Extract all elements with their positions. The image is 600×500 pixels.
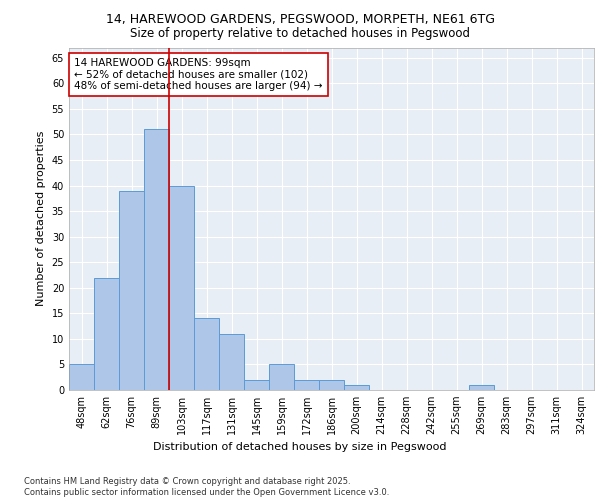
- Bar: [219, 334, 244, 390]
- Bar: [319, 380, 344, 390]
- Bar: [94, 278, 119, 390]
- Bar: [119, 190, 144, 390]
- Text: Contains HM Land Registry data © Crown copyright and database right 2025.
Contai: Contains HM Land Registry data © Crown c…: [24, 478, 389, 497]
- Text: 14, HAREWOOD GARDENS, PEGSWOOD, MORPETH, NE61 6TG: 14, HAREWOOD GARDENS, PEGSWOOD, MORPETH,…: [106, 12, 494, 26]
- Text: Size of property relative to detached houses in Pegswood: Size of property relative to detached ho…: [130, 28, 470, 40]
- Bar: [144, 130, 169, 390]
- Bar: [269, 364, 294, 390]
- Bar: [294, 380, 319, 390]
- Bar: [469, 385, 494, 390]
- Text: Distribution of detached houses by size in Pegswood: Distribution of detached houses by size …: [153, 442, 447, 452]
- Bar: [69, 364, 94, 390]
- Y-axis label: Number of detached properties: Number of detached properties: [36, 131, 46, 306]
- Bar: [344, 385, 369, 390]
- Text: 14 HAREWOOD GARDENS: 99sqm
← 52% of detached houses are smaller (102)
48% of sem: 14 HAREWOOD GARDENS: 99sqm ← 52% of deta…: [74, 58, 323, 91]
- Bar: [169, 186, 194, 390]
- Bar: [244, 380, 269, 390]
- Bar: [194, 318, 219, 390]
